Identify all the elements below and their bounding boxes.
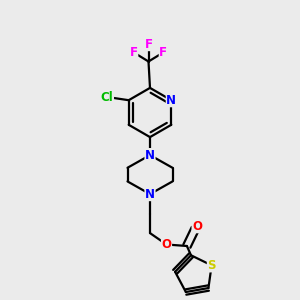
Text: O: O [161, 238, 172, 251]
Text: N: N [145, 188, 155, 201]
Text: Cl: Cl [101, 91, 113, 104]
Text: N: N [145, 148, 155, 162]
Text: F: F [145, 38, 152, 51]
Text: O: O [192, 220, 202, 233]
Text: F: F [130, 46, 138, 59]
Text: S: S [207, 259, 216, 272]
Text: N: N [166, 94, 176, 107]
Text: F: F [159, 46, 167, 59]
